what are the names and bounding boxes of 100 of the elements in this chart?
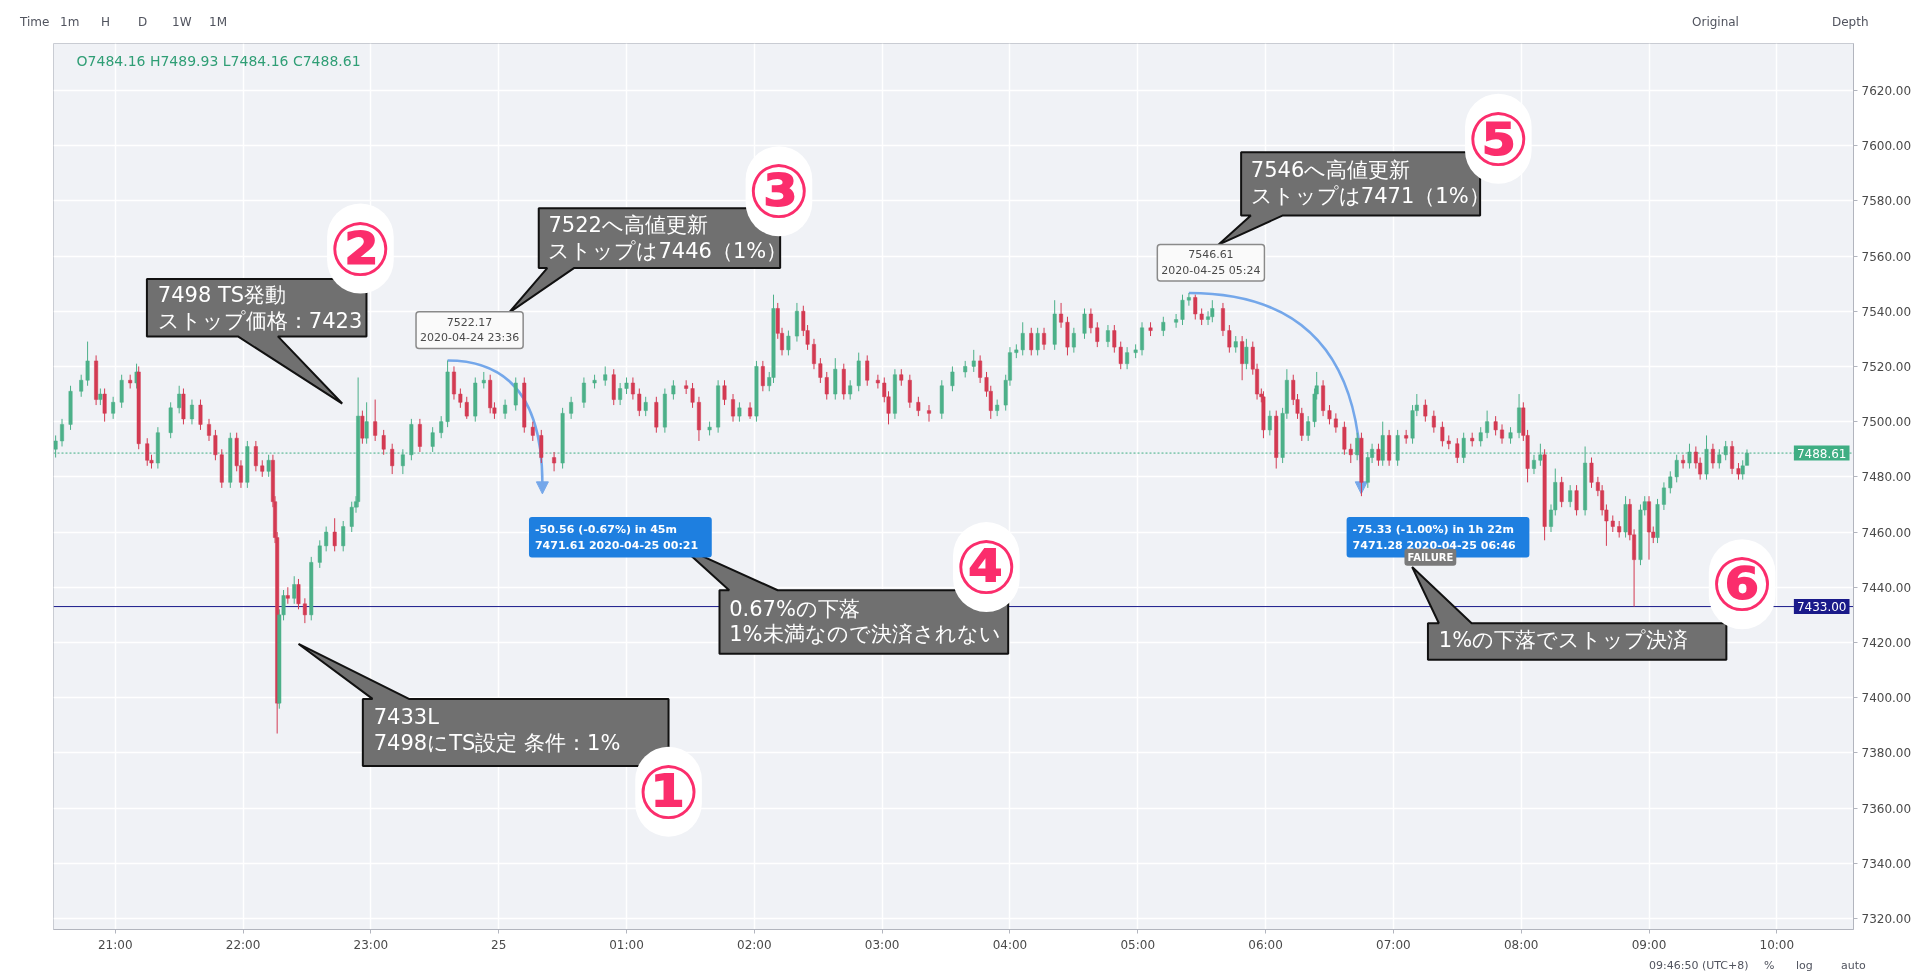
text: D <box>138 14 148 31</box>
candlestick <box>539 429 544 464</box>
annotation: -50.56 (-0.67%) in 45m 7471.61 2020-04-25 00:21 <box>534 522 699 552</box>
candlestick <box>603 365 608 387</box>
candlestick <box>417 418 422 453</box>
annotation: ストップは7471（1%） <box>1250 184 1490 209</box>
candlestick <box>848 379 853 401</box>
text: Original <box>1692 14 1739 31</box>
candlestick <box>1020 321 1025 356</box>
annotation: ② <box>329 205 392 292</box>
candlestick <box>1186 292 1191 307</box>
y-tick-label: 7360.00 <box>1861 801 1912 816</box>
candlestick <box>266 454 271 478</box>
candlestick <box>1461 432 1466 464</box>
annotation: 7433L <box>373 705 440 730</box>
y-tick-label: 7540.00 <box>1861 304 1912 319</box>
candlestick <box>1059 302 1064 329</box>
text: Depth <box>1832 14 1869 31</box>
x-tick-label: 22:00 <box>225 937 261 952</box>
candlestick <box>1035 327 1040 356</box>
candlestick <box>53 434 58 459</box>
candlestick <box>1568 484 1573 508</box>
x-tick-label: 25 <box>491 937 507 952</box>
x-tick-label: 09:00 <box>1631 937 1667 952</box>
candlestick <box>332 517 337 552</box>
candlestick <box>786 330 791 356</box>
candlestick <box>213 429 218 461</box>
candlestick <box>1333 412 1338 434</box>
annotation: 7522.17 2020-04-24 23:36 <box>420 315 520 345</box>
candlestick <box>1244 338 1249 370</box>
y-tick-label: 7340.00 <box>1861 856 1912 871</box>
candlestick <box>1500 423 1504 445</box>
y-tick-label: 7440.00 <box>1861 580 1912 595</box>
candlestick <box>1559 476 1564 508</box>
candlestick <box>302 597 307 624</box>
text: 1M <box>209 14 227 31</box>
candlestick <box>722 379 727 406</box>
candlestick <box>1674 454 1679 483</box>
annotation: 1%未満なので決済されない <box>729 622 1001 647</box>
annotation: ③ <box>747 148 811 235</box>
candlestick <box>1071 327 1076 354</box>
annotation: ⑤ <box>1466 95 1530 182</box>
annotation: 0.67%の下落 <box>729 596 860 621</box>
y-tick-label: 7580.00 <box>1861 194 1912 209</box>
candlestick <box>102 388 107 423</box>
text: log <box>1796 958 1813 973</box>
annotation: 7522へ高値更新 <box>548 213 708 238</box>
candlestick <box>1710 443 1715 470</box>
x-tick-label: 08:00 <box>1503 937 1539 952</box>
candlestick <box>1681 454 1686 470</box>
candlestick <box>145 437 150 467</box>
candlestick <box>643 396 648 417</box>
candlestick <box>1174 313 1179 329</box>
candlestick <box>1140 321 1144 356</box>
candlestick <box>1227 324 1232 354</box>
annotation: ④ <box>955 524 1018 611</box>
y-tick-label: 7400.00 <box>1861 691 1912 706</box>
candlestick <box>1042 327 1046 351</box>
candlestick <box>198 399 203 431</box>
candlestick <box>1687 443 1692 470</box>
candlestick <box>1493 415 1498 436</box>
y-tick-label: 7320.00 <box>1861 911 1912 926</box>
candlestick <box>875 374 880 390</box>
candlestick <box>581 376 586 409</box>
y-tick-label: 7620.00 <box>1861 83 1912 98</box>
candlestick <box>390 443 395 475</box>
candlestick <box>1112 324 1117 354</box>
candlestick <box>1342 421 1347 456</box>
candlestick <box>1210 299 1215 323</box>
candlestick <box>1306 415 1311 442</box>
text: auto <box>1841 958 1866 973</box>
candlestick <box>400 448 405 475</box>
candlestick <box>1105 324 1110 348</box>
candlestick <box>978 354 983 384</box>
candlestick <box>1327 404 1332 425</box>
x-tick-label: 03:00 <box>864 937 900 952</box>
candlestick <box>381 429 386 456</box>
candlestick <box>439 415 444 439</box>
candlestick <box>1730 440 1735 475</box>
candlestick <box>1717 448 1722 470</box>
annotation: 7498にTS設定 条件：1% <box>373 730 621 755</box>
y-tick-label: 7460.00 <box>1861 525 1912 540</box>
candlestick <box>1538 443 1543 467</box>
candlestick <box>1088 307 1093 334</box>
candlestick <box>1532 454 1536 475</box>
candlestick <box>618 382 623 406</box>
candlestick <box>737 401 742 423</box>
annotation: FAILURE <box>1407 551 1454 563</box>
candlestick <box>111 396 116 420</box>
y-tick-label: 7500.00 <box>1861 415 1912 430</box>
x-tick-label: 23:00 <box>353 937 389 952</box>
candlestick <box>1668 470 1673 494</box>
candlestick <box>503 399 508 420</box>
annotation: ストップは7446（1%） <box>548 238 788 263</box>
candlestick <box>513 376 518 412</box>
candlestick <box>1431 410 1436 434</box>
text: % <box>1764 958 1775 973</box>
y-tick-label: 7480.00 <box>1861 470 1912 485</box>
candlestick <box>452 365 456 401</box>
candlestick <box>637 388 642 417</box>
